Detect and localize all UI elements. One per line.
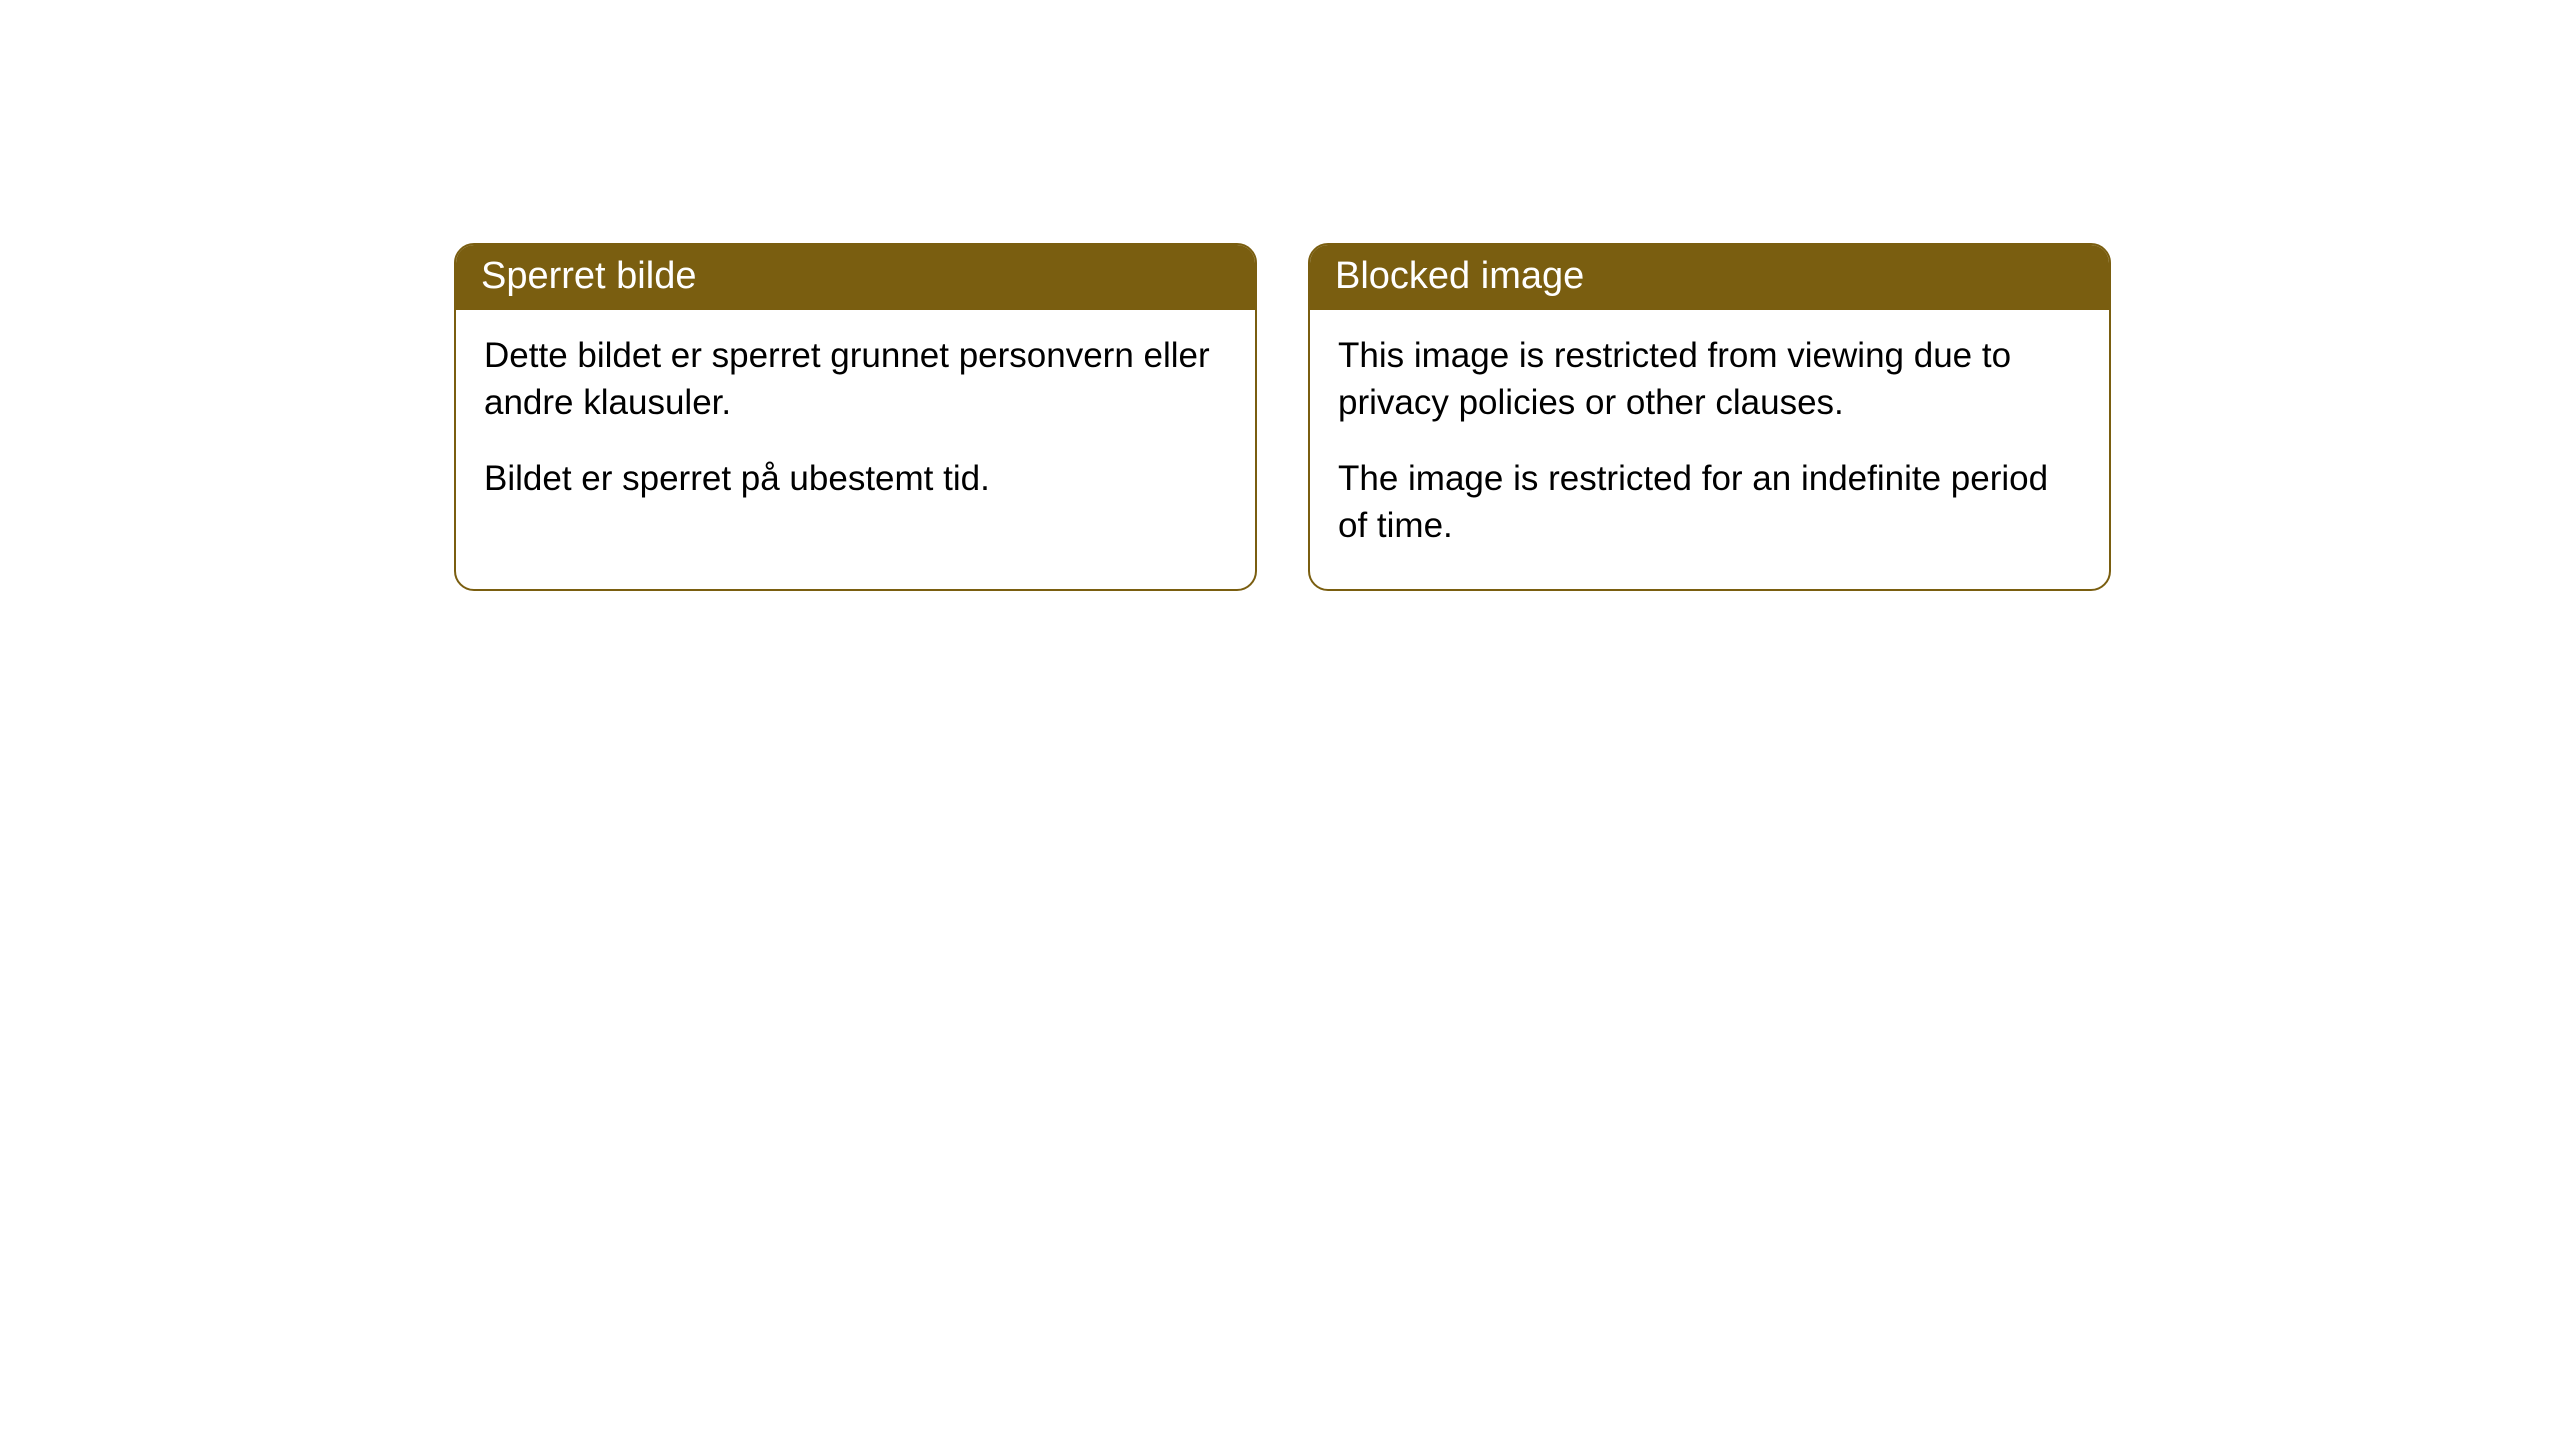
notice-container: Sperret bilde Dette bildet er sperret gr…	[454, 243, 2111, 591]
card-paragraph: Dette bildet er sperret grunnet personve…	[484, 332, 1227, 427]
card-body: This image is restricted from viewing du…	[1310, 310, 2109, 589]
card-paragraph: The image is restricted for an indefinit…	[1338, 455, 2081, 550]
card-title: Sperret bilde	[481, 255, 696, 297]
card-paragraph: Bildet er sperret på ubestemt tid.	[484, 455, 1227, 502]
card-title: Blocked image	[1335, 255, 1584, 297]
card-body: Dette bildet er sperret grunnet personve…	[456, 310, 1255, 542]
card-header: Sperret bilde	[456, 245, 1255, 310]
card-paragraph: This image is restricted from viewing du…	[1338, 332, 2081, 427]
card-header: Blocked image	[1310, 245, 2109, 310]
notice-card-english: Blocked image This image is restricted f…	[1308, 243, 2111, 591]
notice-card-norwegian: Sperret bilde Dette bildet er sperret gr…	[454, 243, 1257, 591]
